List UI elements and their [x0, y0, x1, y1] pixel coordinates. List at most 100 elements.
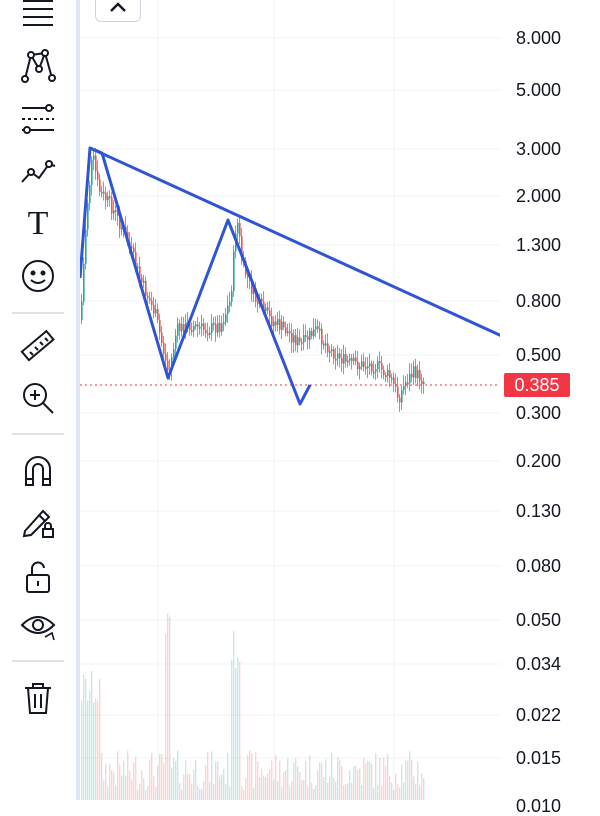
drawing-zigzag-pattern	[78, 146, 312, 406]
text-tool-icon[interactable]: T	[27, 205, 49, 242]
volume-bar	[115, 784, 117, 800]
volume-bar	[135, 756, 137, 800]
volume-bar	[293, 762, 295, 800]
price-tick: 0.015	[516, 748, 562, 768]
candle-body	[273, 321, 275, 327]
emoji-icon[interactable]	[14, 254, 62, 298]
trend-line-icon[interactable]	[14, 149, 62, 193]
candle-body	[305, 335, 307, 338]
candle-body	[307, 336, 309, 340]
menu-lines-icon[interactable]	[14, 0, 62, 34]
trash-icon[interactable]	[14, 676, 62, 720]
zoom-in-icon[interactable]	[14, 376, 62, 420]
price-tick: 0.300	[516, 403, 562, 423]
price-axis[interactable]: 8.000 5.000 3.000 2.000 1.300 0.800 0.50…	[500, 0, 600, 816]
candle-body	[335, 358, 337, 361]
candle-body	[379, 361, 381, 364]
candle-body	[383, 369, 385, 376]
fib-retracement-icon[interactable]	[14, 97, 62, 141]
volume-bar	[313, 789, 315, 800]
volume-bar	[347, 783, 349, 800]
candle-body	[381, 363, 383, 370]
candle-body	[317, 326, 319, 330]
candle-body	[109, 196, 111, 199]
volume-bar	[83, 674, 85, 800]
candle-body	[179, 323, 181, 332]
volume-bar	[301, 780, 303, 800]
candle-body	[183, 324, 185, 334]
volume-bar	[131, 779, 133, 800]
chart-canvas[interactable]	[78, 0, 505, 800]
candle-body	[143, 280, 145, 283]
chevron-up-icon	[110, 2, 126, 12]
candle-body	[171, 357, 173, 371]
collapse-button[interactable]	[95, 0, 141, 22]
volume-bar	[299, 772, 301, 800]
volume-bar	[325, 759, 327, 800]
volume-bar	[411, 759, 413, 800]
volume-bar	[247, 755, 249, 800]
candle-body	[93, 155, 95, 160]
candle-body	[373, 371, 375, 374]
volume-bar	[281, 787, 283, 800]
volume-bar	[181, 789, 183, 800]
volume-bar	[375, 753, 377, 800]
candle-body	[257, 301, 259, 305]
volume-bar	[323, 776, 325, 800]
volume-bar	[305, 761, 307, 800]
candle-body	[199, 326, 201, 329]
candle-body	[267, 307, 269, 311]
volume-bar	[333, 777, 335, 800]
volume-bar	[203, 780, 205, 800]
volume-bar	[229, 786, 231, 800]
candle-body	[391, 377, 393, 380]
volume-bar	[91, 671, 93, 800]
volume-bar	[397, 784, 399, 800]
volume-bar	[205, 764, 207, 800]
candle-body	[393, 377, 395, 385]
volume-bar	[117, 751, 119, 800]
volume-bar	[283, 771, 285, 800]
volume-bar	[125, 775, 127, 800]
volume-bar	[213, 783, 215, 800]
pattern-tool-icon[interactable]	[14, 44, 62, 88]
volume-bar	[251, 753, 253, 800]
candle-body	[137, 266, 139, 269]
candle-body	[321, 328, 323, 345]
candle-body	[281, 321, 283, 330]
price-tick: 0.080	[516, 556, 562, 576]
candle-body	[145, 280, 147, 296]
candle-body	[141, 277, 143, 283]
unlock-icon[interactable]	[14, 555, 62, 599]
pencil-lock-icon[interactable]	[14, 500, 62, 544]
candle-body	[287, 331, 289, 334]
eye-icon[interactable]	[14, 604, 62, 648]
price-tick: 0.200	[516, 451, 562, 471]
candle-body	[303, 335, 305, 343]
volume-bar	[221, 774, 223, 800]
candle-body	[83, 264, 85, 302]
candle-body	[285, 327, 287, 334]
volume-bar	[327, 782, 329, 800]
candle-body	[355, 357, 357, 362]
volume-bar	[143, 778, 145, 800]
volume-bar	[285, 770, 287, 800]
volume-bar	[103, 780, 105, 800]
candle-body	[271, 316, 273, 327]
volume-bar	[245, 777, 247, 800]
volume-bar	[273, 779, 275, 800]
volume-bar	[133, 762, 135, 800]
ruler-icon[interactable]	[14, 324, 62, 368]
candle-body	[349, 357, 351, 361]
candle-body	[291, 333, 293, 343]
magnet-icon[interactable]	[14, 448, 62, 492]
toolbar-separator	[12, 660, 64, 662]
volume-bar	[93, 702, 95, 800]
volume-bar	[175, 761, 177, 800]
price-tick: 0.034	[516, 654, 562, 674]
candle-body	[85, 229, 87, 265]
volume-bar	[157, 765, 159, 800]
volume-bar	[407, 760, 409, 800]
volume-bar	[139, 784, 141, 800]
toolbar-separator	[12, 312, 64, 314]
